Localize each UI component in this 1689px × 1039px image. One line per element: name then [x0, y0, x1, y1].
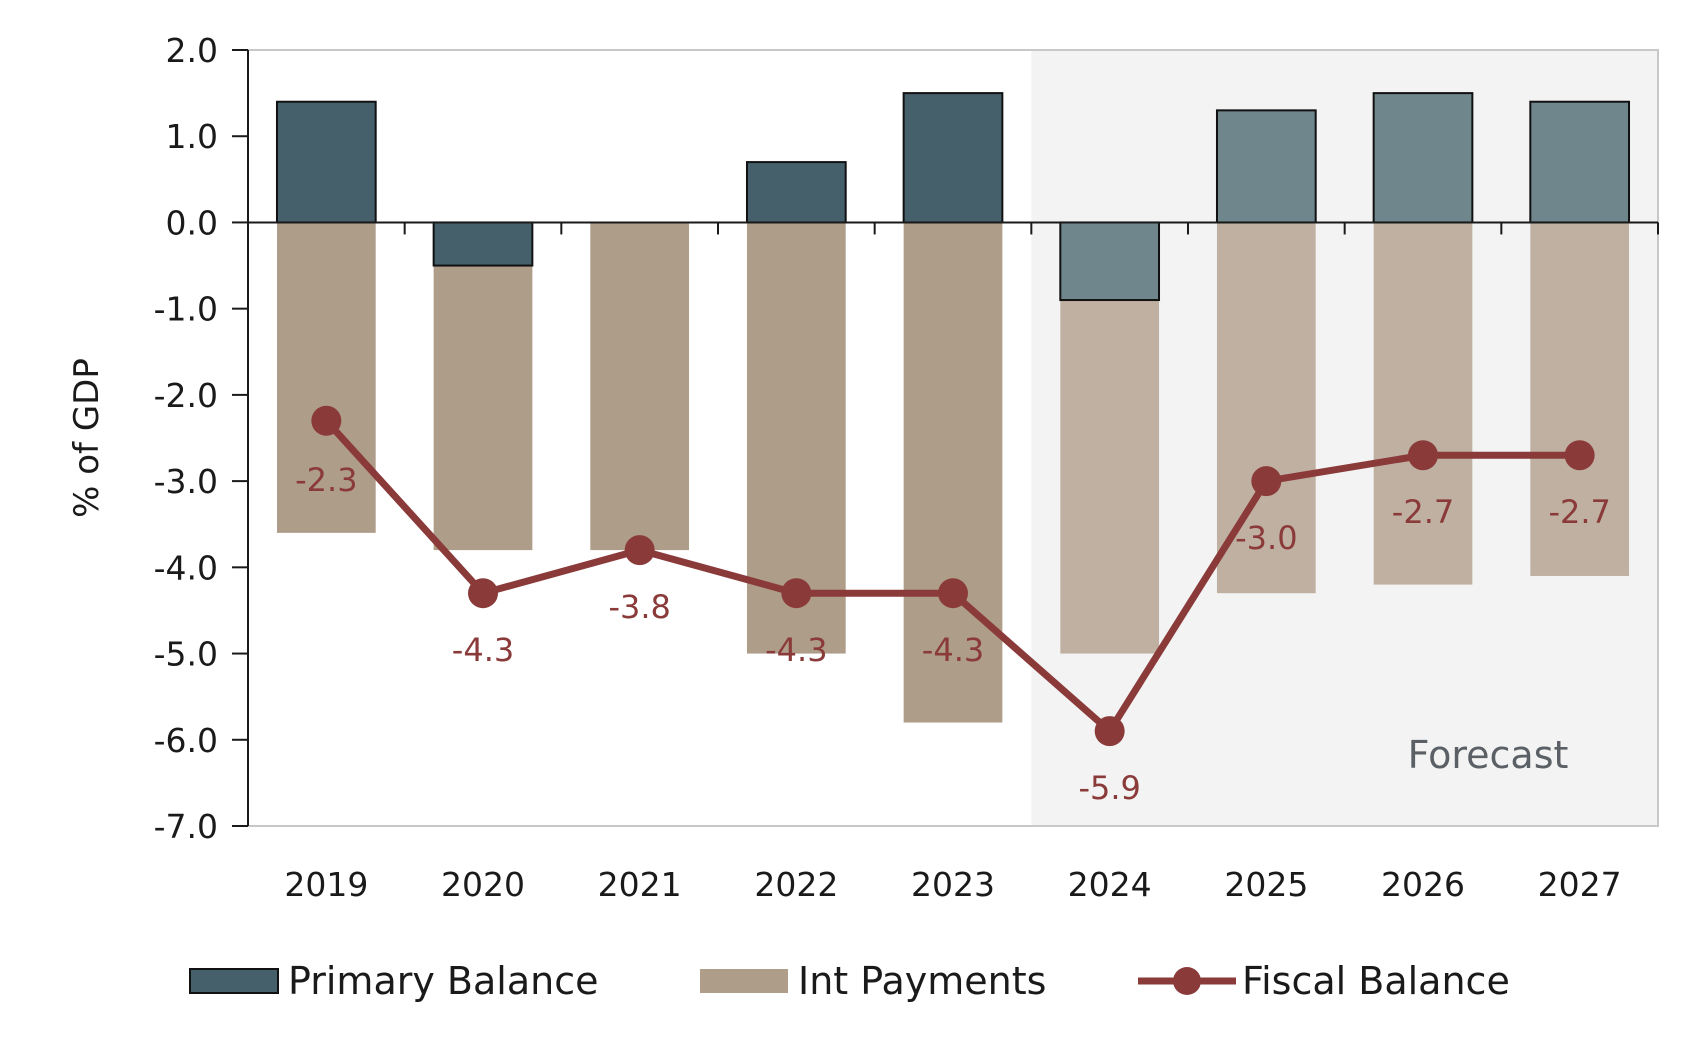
y-tick-label: -7.0 [154, 807, 218, 846]
x-tick-label-2022: 2022 [754, 865, 838, 904]
y-tick-label: -2.0 [154, 376, 218, 415]
fiscal-balance-label-2021: -3.8 [608, 588, 670, 626]
y-tick-label: -6.0 [154, 721, 218, 760]
fiscal-balance-label-2025: -3.0 [1235, 519, 1297, 557]
legend-label-primary-balance: Primary Balance [288, 959, 598, 1003]
x-tick-label-2023: 2023 [911, 865, 995, 904]
int-payments-bar-2026 [1373, 222, 1473, 585]
primary-balance-bar-2022 [745, 161, 847, 224]
fiscal-balance-label-2020: -4.3 [452, 631, 514, 669]
legend-label-int-payments: Int Payments [798, 959, 1046, 1003]
y-tick-label: -5.0 [154, 635, 218, 674]
legend: Primary Balance Int Payments Fiscal Balanc… [189, 959, 1510, 1003]
y-axis-title: % of GDP [67, 358, 107, 518]
fiscal-balance-label-2022: -4.3 [765, 631, 827, 669]
int-payments-bar-2021 [590, 222, 690, 551]
y-tick-label: 0.0 [166, 203, 218, 242]
legend-swatch-primary-balance [189, 968, 279, 994]
fiscal-balance-label-2019: -2.3 [295, 461, 357, 499]
primary-balance-bar-2023 [902, 92, 1004, 224]
int-payments-bar-2020 [433, 265, 533, 551]
legend-swatch-int-payments [700, 969, 788, 993]
legend-label-fiscal-balance: Fiscal Balance [1242, 959, 1510, 1003]
x-tick-label-2019: 2019 [284, 865, 368, 904]
x-tick-label-2027: 2027 [1538, 865, 1622, 904]
fiscal-balance-point-2019 [311, 405, 342, 436]
primary-balance-bar-2024 [1059, 221, 1161, 302]
fiscal-balance-label-2024: -5.9 [1078, 769, 1140, 807]
fiscal-balance-point-2023 [938, 578, 968, 609]
int-payments-bar-2027 [1530, 222, 1630, 576]
int-payments-bar-2019 [276, 222, 376, 533]
fiscal-balance-point-2020 [468, 578, 498, 609]
fiscal-balance-label-2026: -2.7 [1392, 493, 1454, 531]
fiscal-balance-point-2025 [1251, 466, 1282, 497]
data-labels: -2.3 -4.3 -3.8 -4.3 -4.3 -5.9 -3.0 -2.7 -2.7 [295, 461, 1611, 807]
fiscal-balance-label-2023: -4.3 [922, 631, 984, 669]
primary-balance-bar-2025 [1215, 109, 1317, 224]
forecast-annotation: Forecast [1408, 733, 1569, 777]
y-tick-label: -3.0 [154, 462, 218, 501]
legend-swatch-fiscal-balance-marker [1173, 967, 1201, 995]
x-tick-label-2026: 2026 [1381, 865, 1465, 904]
y-tick-label: -4.0 [154, 548, 218, 587]
fiscal-balance-point-2026 [1408, 440, 1438, 471]
x-tick-label-2020: 2020 [441, 865, 525, 904]
axes: 2.0 1.0 0.0 -1.0 -2.0 -3.0 -4.0 -5.0 -6.0 -7.0 201… [154, 31, 1659, 904]
fiscal-balance-point-2022 [781, 578, 812, 609]
fiscal-balance-label-2027: -2.7 [1548, 493, 1610, 531]
fiscal-balance-series [311, 405, 1595, 747]
x-tick-label-2024: 2024 [1068, 865, 1152, 904]
fiscal-balance-point-2027 [1564, 440, 1595, 471]
y-tick-label: -1.0 [154, 290, 218, 329]
primary-balance-bar-2020 [432, 221, 534, 267]
fiscal-balance-point-2024 [1094, 716, 1125, 747]
y-tick-label: 1.0 [166, 117, 218, 156]
x-tick-label-2021: 2021 [598, 865, 682, 904]
primary-balance-bar-2026 [1372, 92, 1474, 224]
int-payments-bar-2023 [903, 222, 1003, 723]
x-tick-label-2025: 2025 [1224, 865, 1308, 904]
y-tick-label: 2.0 [166, 31, 218, 70]
primary-balance-bar-2019 [275, 100, 377, 224]
primary-balance-bar-2027 [1529, 100, 1631, 224]
fiscal-balance-point-2021 [624, 535, 655, 566]
int-payments-bar-2024 [1060, 300, 1160, 654]
